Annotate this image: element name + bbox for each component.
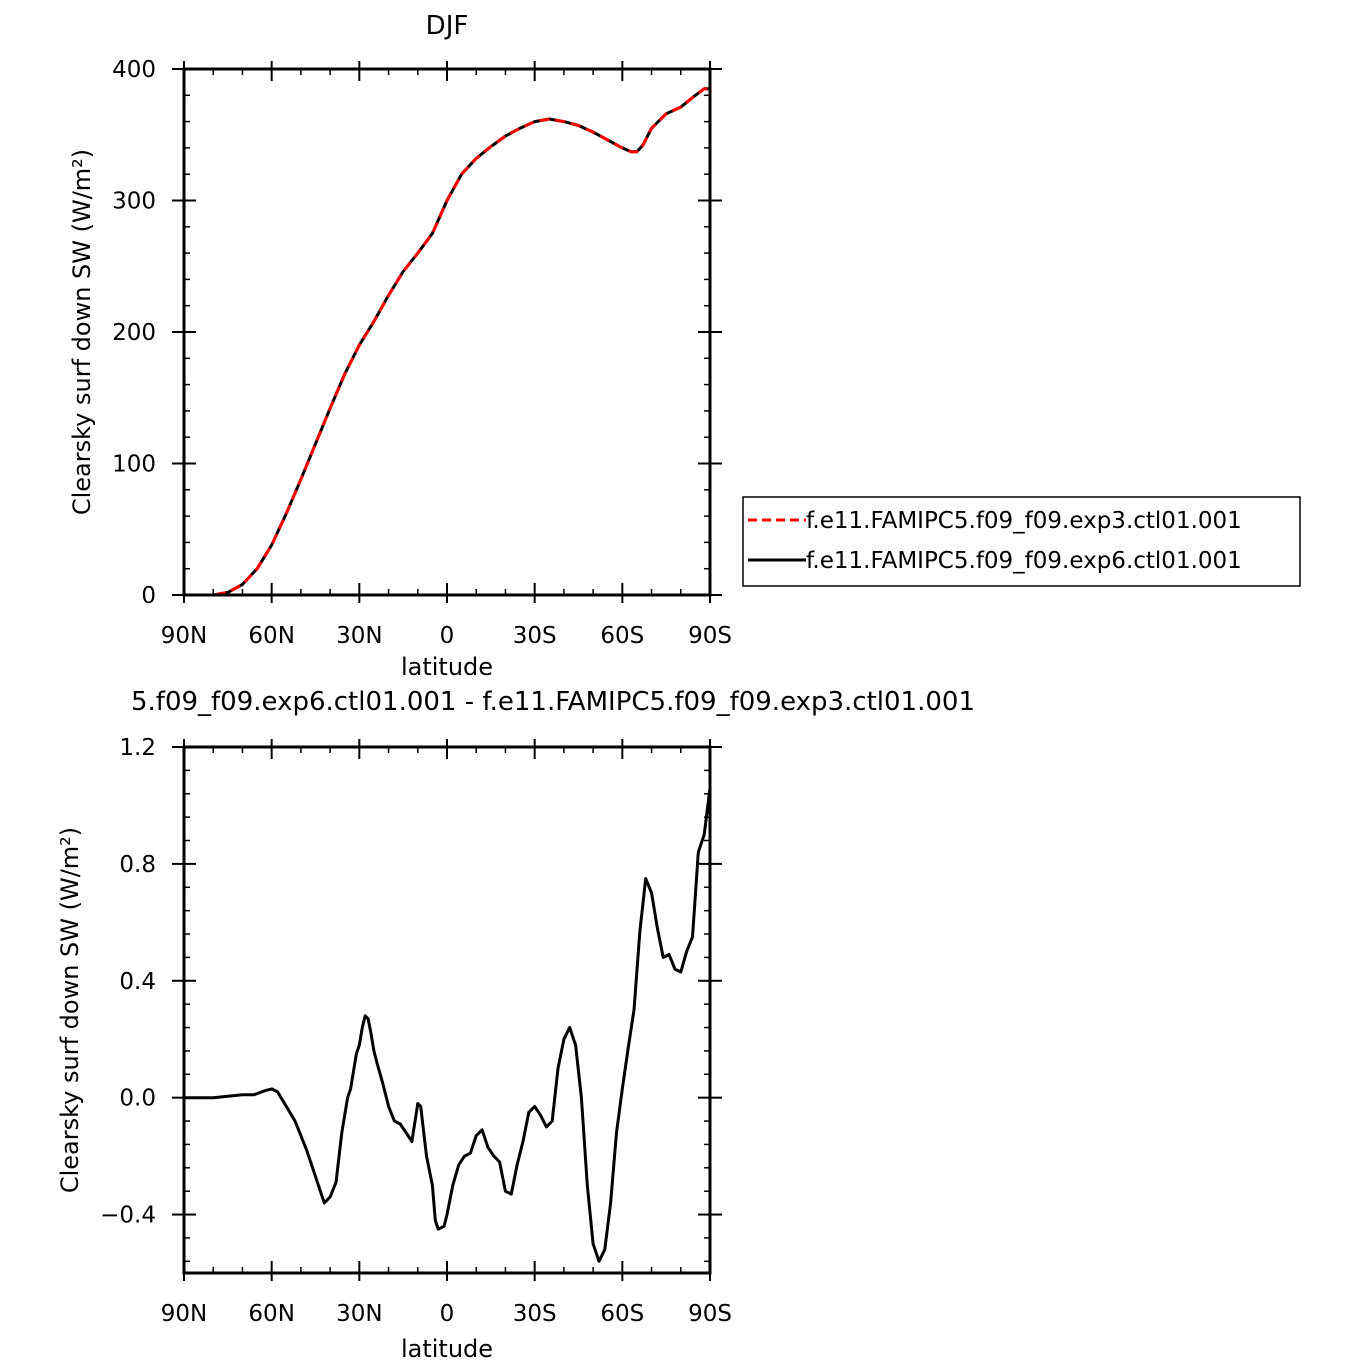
y-tick-label: 0 — [141, 583, 156, 609]
y-tick-label: 400 — [112, 57, 156, 83]
chart-title: 5.f09_f09.exp6.ctl01.001 - f.e11.FAMIPC5… — [131, 687, 975, 717]
x-tick-label: 60S — [600, 1301, 644, 1327]
x-tick-label: 60S — [600, 623, 644, 649]
y-tick-label: 300 — [112, 189, 156, 215]
x-tick-label: 90N — [161, 623, 207, 649]
y-axis-label: Clearsky surf down SW (W/m²) — [68, 149, 96, 515]
y-tick-label: 0.4 — [119, 969, 156, 995]
x-tick-label: 90S — [688, 1301, 732, 1327]
x-axis-label: latitude — [401, 1335, 493, 1363]
chart-title: DJF — [426, 11, 469, 41]
x-tick-label: 60N — [248, 623, 294, 649]
panel-bottom: 5.f09_f09.exp6.ctl01.001 - f.e11.FAMIPC5… — [56, 687, 975, 1363]
x-axis-label: latitude — [401, 653, 493, 681]
axes-layer: 90N 60N 30N 0 30S 60S 90S −0.4 0.0 0.4 0.8 1.2 — [100, 735, 732, 1327]
panel-top: DJF 90N 60N 30N 0 30S 60S 90S 0 100 200 300 400 lat… — [68, 11, 732, 681]
x-tick-label: 0 — [440, 1301, 455, 1327]
series-line-difference — [184, 787, 712, 1263]
legend-box — [742, 496, 1301, 587]
legend: f.e11.FAMIPC5.f09_f09.exp3.ctl01.001 f.e… — [742, 496, 1301, 587]
x-tick-label: 30N — [336, 1301, 382, 1327]
series-layer — [184, 787, 712, 1263]
plot-frame — [182, 745, 712, 1275]
series-layer — [184, 87, 710, 597]
y-axis-label: Clearsky surf down SW (W/m²) — [56, 827, 84, 1193]
series-line-exp3 — [184, 87, 710, 597]
y-tick-label: 1.2 — [119, 735, 156, 761]
legend-label-exp3: f.e11.FAMIPC5.f09_f09.exp3.ctl01.001 — [806, 508, 1242, 534]
x-tick-label: 30S — [513, 1301, 557, 1327]
x-tick-label: 90N — [161, 1301, 207, 1327]
plot-frame — [182, 67, 712, 597]
y-tick-label: 200 — [112, 320, 156, 346]
x-tick-label: 30N — [336, 623, 382, 649]
y-tick-label: 100 — [112, 452, 156, 478]
y-tick-label: −0.4 — [100, 1203, 156, 1229]
series-line-exp6 — [184, 87, 710, 597]
x-tick-label: 30S — [513, 623, 557, 649]
y-tick-label: 0.8 — [119, 852, 156, 878]
x-tick-label: 60N — [248, 1301, 294, 1327]
legend-label-exp6: f.e11.FAMIPC5.f09_f09.exp6.ctl01.001 — [806, 548, 1242, 574]
x-tick-label: 90S — [688, 623, 732, 649]
axes-layer: 90N 60N 30N 0 30S 60S 90S 0 100 200 300 400 — [112, 57, 732, 649]
y-tick-label: 0.0 — [119, 1086, 156, 1112]
x-tick-label: 0 — [440, 623, 455, 649]
